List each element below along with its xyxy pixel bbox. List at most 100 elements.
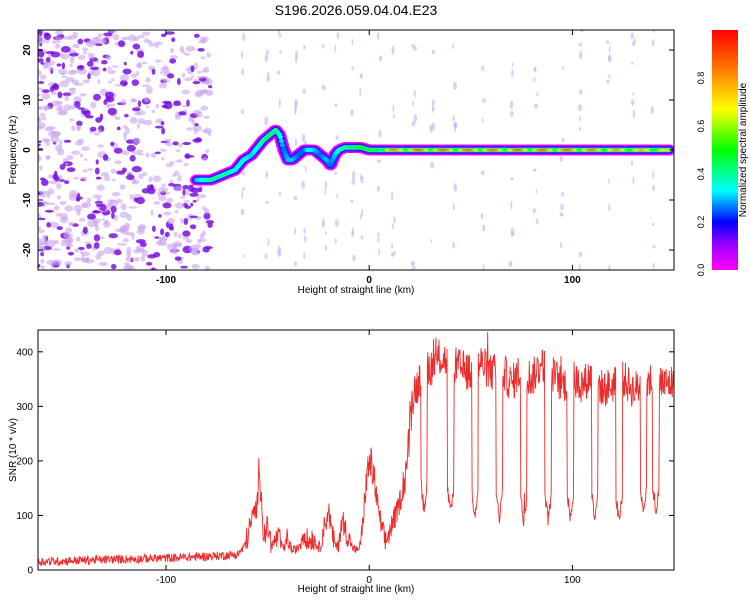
noise-streak <box>412 46 417 51</box>
y-tick-label: 100 <box>16 511 33 522</box>
noise-blob <box>87 52 92 59</box>
noise-streak <box>240 208 245 216</box>
noise-blob <box>141 61 148 65</box>
noise-blob <box>83 158 88 161</box>
noise-blob <box>111 65 120 68</box>
noise-blob <box>203 212 211 220</box>
noise-blob <box>40 258 45 264</box>
noise-blob <box>43 105 52 111</box>
noise-streak <box>304 165 307 173</box>
noise-blob <box>108 233 118 239</box>
noise-blob <box>46 239 56 247</box>
noise-blob <box>134 256 140 262</box>
noise-blob <box>38 217 46 221</box>
noise-blob <box>189 192 199 197</box>
noise-blob <box>194 128 198 135</box>
noise-blob <box>38 122 46 129</box>
noise-blob <box>68 251 74 256</box>
noise-streak <box>391 243 394 249</box>
noise-blob <box>41 89 50 93</box>
noise-blob <box>203 66 210 73</box>
noise-blob <box>54 36 63 41</box>
y-tick-label: 0 <box>22 147 33 153</box>
noise-blob <box>44 32 51 41</box>
noise-blob <box>186 127 193 131</box>
noise-streak <box>360 73 363 80</box>
noise-blob <box>135 62 143 68</box>
noise-blob <box>44 139 51 142</box>
spectrogram-x-axis-label: Height of straight line (km) <box>298 285 415 296</box>
noise-blob <box>48 174 53 179</box>
noise-blob <box>38 140 42 144</box>
noise-blob <box>83 109 91 117</box>
noise-streak <box>303 227 306 235</box>
noise-blob <box>108 30 118 34</box>
noise-blob <box>101 218 105 221</box>
noise-blob <box>69 56 75 64</box>
noise-blob <box>188 186 195 192</box>
noise-blob <box>125 127 130 135</box>
noise-blob <box>198 40 206 44</box>
noise-blob <box>203 115 210 119</box>
noise-blob <box>163 80 171 83</box>
noise-blob <box>99 113 104 121</box>
noise-streak <box>510 232 515 237</box>
noise-blob <box>175 111 180 118</box>
noise-blob <box>160 121 165 126</box>
noise-blob <box>45 51 56 55</box>
noise-streak <box>481 117 484 124</box>
noise-blob <box>102 154 109 161</box>
noise-streak <box>452 241 456 249</box>
noise-blob <box>78 218 86 222</box>
noise-blob <box>79 153 84 158</box>
noise-blob <box>158 186 169 193</box>
noise-streak <box>378 248 380 256</box>
noise-blob <box>40 265 45 270</box>
noise-streak <box>277 30 280 34</box>
noise-streak <box>241 50 244 60</box>
noise-blob <box>126 251 131 258</box>
noise-streak <box>534 67 537 71</box>
noise-streak <box>606 79 610 84</box>
noise-blob <box>65 77 75 83</box>
noise-blob <box>155 103 159 109</box>
noise-streak <box>391 223 394 230</box>
snr-series-line <box>38 331 674 567</box>
noise-blob <box>192 109 202 115</box>
noise-blob <box>161 33 167 38</box>
noise-blob <box>66 167 76 173</box>
noise-streak <box>480 170 485 176</box>
noise-blob <box>86 197 92 203</box>
noise-blob <box>153 175 162 183</box>
noise-blob <box>151 267 156 270</box>
noise-blob <box>70 70 78 73</box>
noise-streak <box>377 237 380 243</box>
noise-streak <box>608 74 611 79</box>
noise-streak <box>279 50 283 54</box>
noise-streak <box>304 235 307 243</box>
noise-blob <box>65 162 69 166</box>
noise-blob <box>57 91 63 99</box>
noise-streak <box>632 176 635 185</box>
noise-blob <box>136 123 140 129</box>
noise-blob <box>71 125 76 131</box>
noise-blob <box>131 79 139 86</box>
noise-blob <box>141 84 150 87</box>
noise-streak <box>431 99 435 107</box>
colorbar-tick-label: 0.2 <box>696 216 706 229</box>
noise-blob <box>177 174 182 182</box>
noise-blob <box>181 236 190 240</box>
noise-blob <box>64 205 74 212</box>
snr-frame <box>37 329 675 571</box>
noise-blob <box>131 165 142 173</box>
noise-blob <box>107 69 116 75</box>
noise-blob <box>154 41 163 46</box>
noise-blob <box>190 202 194 207</box>
noise-blob <box>84 258 95 264</box>
noise-streak <box>377 232 380 239</box>
noise-blob <box>132 137 141 144</box>
noise-blob <box>179 196 187 199</box>
noise-streak <box>452 43 455 50</box>
noise-blob <box>73 82 84 86</box>
